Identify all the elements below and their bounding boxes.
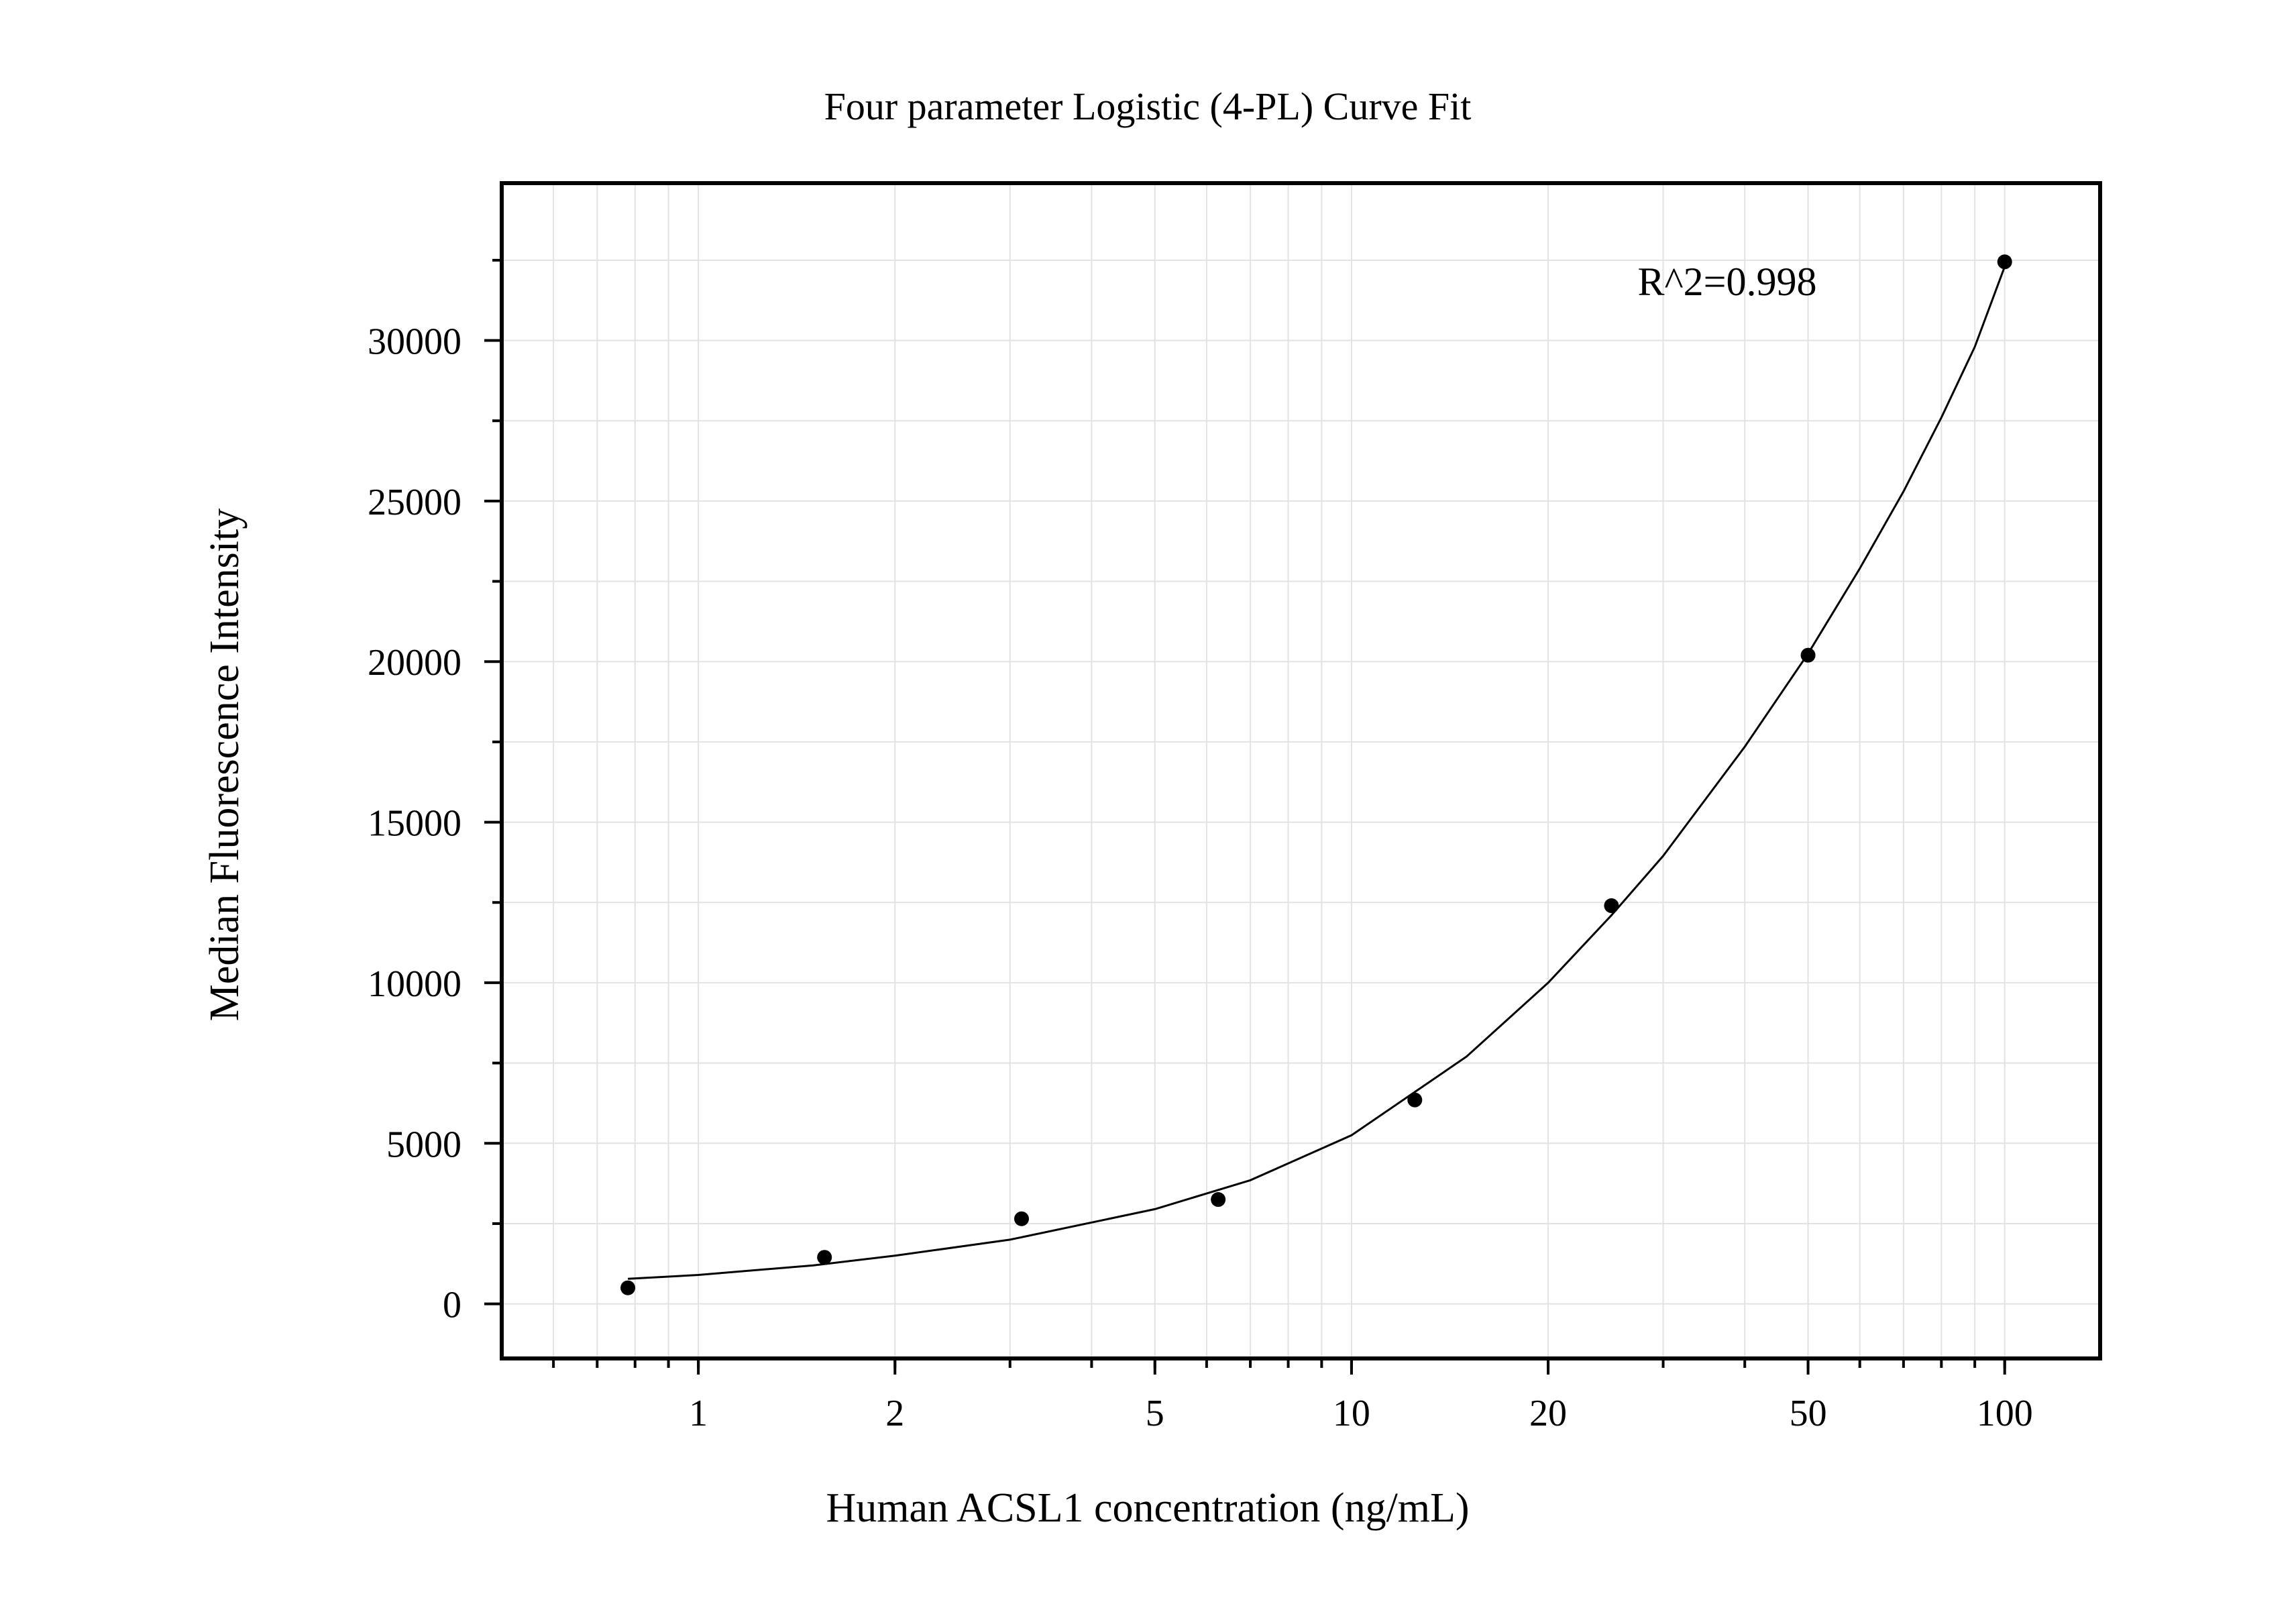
x-tick-label: 2	[885, 1393, 904, 1434]
y-tick-labels: 0 5000 10000 15000 20000 25000 30000	[368, 321, 461, 1326]
x-tick-label: 20	[1529, 1393, 1567, 1434]
y-tick-label: 30000	[368, 321, 461, 363]
chart-title: Four parameter Logistic (4-PL) Curve Fit	[824, 85, 1472, 128]
x-tick-label: 100	[1977, 1393, 2033, 1434]
data-point	[1604, 898, 1619, 914]
data-point	[1800, 647, 1816, 663]
data-point	[620, 1280, 636, 1295]
y-tick-label: 10000	[368, 963, 461, 1005]
r-squared-annotation: R^2=0.998	[1637, 260, 1816, 304]
data-point	[1014, 1211, 1030, 1226]
x-tick-label: 1	[689, 1393, 708, 1434]
y-tick-label: 25000	[368, 482, 461, 523]
fit-curve	[628, 266, 2006, 1280]
axis-ticks	[484, 258, 2006, 1375]
data-points	[620, 254, 2012, 1295]
data-point	[817, 1250, 832, 1265]
data-point	[1211, 1192, 1226, 1208]
x-tick-labels: 1 2 5 10 20 50 100	[689, 1393, 2033, 1434]
x-axis-label: Human ACSL1 concentration (ng/mL)	[826, 1485, 1469, 1531]
y-tick-label: 0	[443, 1285, 461, 1326]
y-tick-label: 20000	[368, 642, 461, 684]
x-tick-label: 5	[1146, 1393, 1164, 1434]
grid	[502, 183, 2100, 1358]
x-tick-label: 10	[1333, 1393, 1370, 1434]
plot-frame	[500, 181, 2102, 1360]
fit-curve-group	[628, 266, 2006, 1280]
y-tick-label: 5000	[386, 1124, 461, 1165]
data-point	[1997, 254, 2012, 270]
data-point	[1407, 1092, 1423, 1108]
y-tick-label: 15000	[368, 803, 461, 845]
x-tick-label: 50	[1790, 1393, 1827, 1434]
y-axis-label: Median Fluorescence Intensity	[202, 509, 248, 1021]
